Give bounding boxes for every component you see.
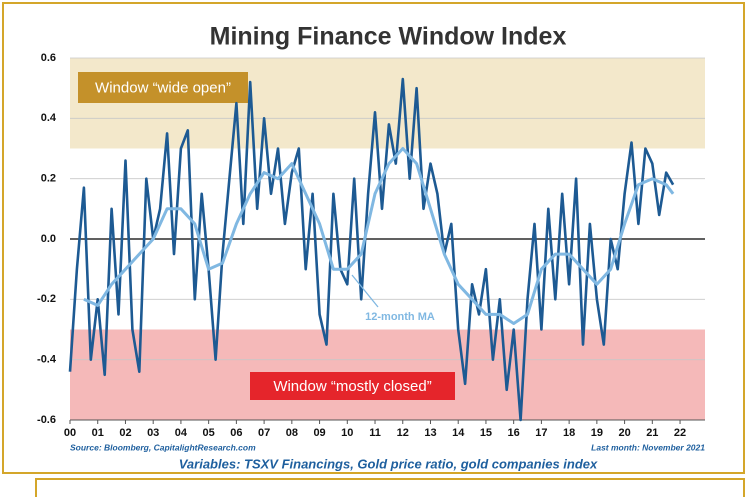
x-tick-label: 04 (175, 427, 188, 439)
x-tick-label: 17 (535, 427, 547, 439)
x-tick-label: 13 (424, 427, 436, 439)
y-tick-label: 0.0 (41, 233, 56, 245)
x-tick-label: 05 (203, 427, 215, 439)
x-tick-label: 06 (230, 427, 242, 439)
x-tick-label: 18 (563, 427, 575, 439)
y-tick-label: 0.6 (41, 52, 56, 64)
band-label: Window “wide open” (95, 79, 231, 96)
frame (2, 2, 745, 474)
x-tick-label: 02 (119, 427, 131, 439)
y-tick-label: -0.2 (37, 293, 56, 305)
y-tick-label: 0.2 (41, 173, 56, 185)
chart-title: Mining Finance Window Index (210, 23, 567, 51)
band-label: Window “mostly closed” (273, 378, 431, 395)
y-tick-label: 0.4 (41, 112, 57, 124)
x-tick-label: 16 (508, 427, 520, 439)
x-tick-label: 10 (341, 427, 353, 439)
annotation: 12-month MA (365, 311, 435, 323)
x-tick-label: 08 (286, 427, 298, 439)
x-tick-label: 19 (591, 427, 603, 439)
x-tick-label: 14 (452, 427, 465, 439)
x-tick-label: 22 (674, 427, 686, 439)
annotation-arrow (351, 274, 379, 308)
last-month-note: Last month: November 2021 (591, 442, 705, 452)
x-tick-label: 01 (92, 427, 104, 439)
x-tick-label: 21 (646, 427, 658, 439)
x-tick-label: 00 (64, 427, 76, 439)
x-tick-label: 07 (258, 427, 270, 439)
index-line (68, 77, 675, 422)
footer-note: Variables: TSXV Financings, Gold price r… (179, 456, 598, 471)
x-tick-label: 03 (147, 427, 159, 439)
band-label-box (78, 72, 248, 103)
x-tick-label: 09 (313, 427, 325, 439)
x-tick-label: 15 (480, 427, 492, 439)
x-tick-label: 12 (397, 427, 409, 439)
source-note: Source: Bloomberg, CapitalightResearch.c… (70, 442, 256, 452)
band-label-box (250, 372, 455, 400)
lower-frame (35, 478, 745, 502)
x-tick-label: 20 (618, 427, 630, 439)
y-tick-label: -0.4 (37, 354, 57, 366)
ma-line (83, 147, 675, 325)
y-tick-label: -0.6 (37, 414, 56, 426)
x-tick-label: 11 (369, 427, 381, 439)
plot-area: 0.6 0.4 0.2 0.0 -0.2 -0.4 -0.6 00 01 02 03 04 05 06 07… (37, 52, 705, 439)
